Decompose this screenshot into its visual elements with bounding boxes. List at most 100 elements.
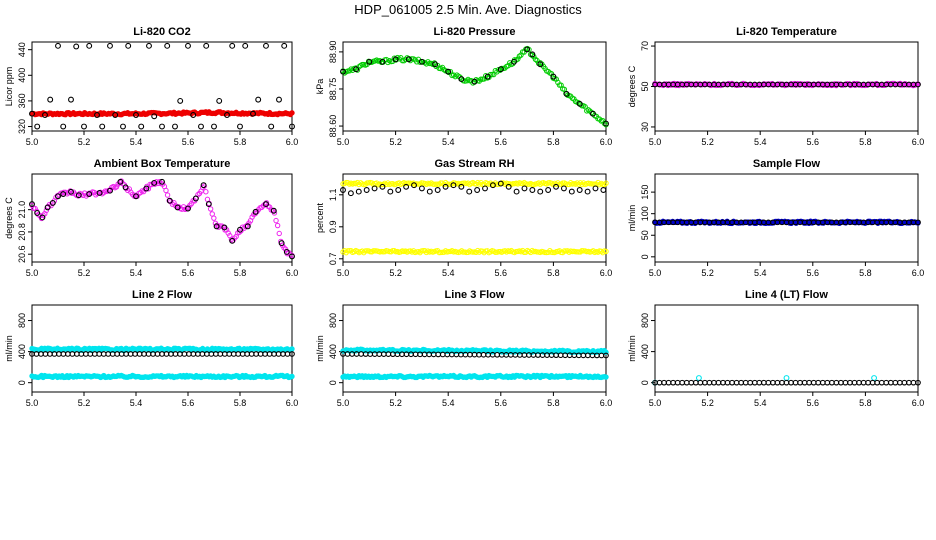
x-tick-label: 5.2 <box>78 137 91 147</box>
data-point <box>42 112 48 118</box>
data-point <box>783 375 790 381</box>
data-point <box>511 58 517 65</box>
data-point <box>579 181 585 188</box>
x-tick-label: 5.0 <box>649 398 662 408</box>
data-point <box>545 187 552 193</box>
data-point <box>289 346 295 352</box>
data-point <box>600 117 606 124</box>
data-point <box>878 379 885 386</box>
data-point <box>263 201 269 208</box>
data-point <box>216 97 223 104</box>
data-point <box>674 379 681 386</box>
data-point <box>44 204 51 211</box>
data-point <box>871 375 878 381</box>
data-point <box>819 379 826 386</box>
data-point <box>75 192 82 199</box>
y-tick-label: 320 <box>17 119 27 134</box>
y-tick-label: 400 <box>17 344 27 359</box>
x-tick-label: 5.0 <box>649 268 662 278</box>
data-point <box>797 379 803 386</box>
data-point <box>159 178 165 185</box>
series-layer <box>29 178 295 260</box>
data-point <box>142 186 148 192</box>
plot-frame <box>31 173 293 263</box>
chart-panel-1: Li-820 CO2 5.0 5.2 5.4 5.6 5.8 6.0 320 360 400 440… <box>4 26 298 147</box>
x-tick-label: 5.6 <box>807 137 820 147</box>
chart-title: Gas Stream RH <box>434 158 514 170</box>
x-tick-label: 6.0 <box>912 137 925 147</box>
data-point <box>706 379 713 386</box>
data-point <box>747 379 754 386</box>
y-tick-label: 1.1 <box>328 189 338 202</box>
data-point <box>738 379 745 386</box>
data-point <box>697 379 704 386</box>
data-point <box>213 223 220 230</box>
data-point <box>897 379 903 386</box>
data-point <box>692 379 699 386</box>
chart-panel-4: Ambient Box Temperature 5.0 5.2 5.4 5.6 5.8 6.… <box>4 158 298 278</box>
series-averages <box>340 180 607 197</box>
data-point <box>138 123 145 130</box>
data-point <box>273 217 279 224</box>
x-tick-label: 5.8 <box>234 398 247 408</box>
data-point <box>133 193 139 200</box>
data-point <box>576 249 582 255</box>
data-point <box>756 379 763 386</box>
x-tick-label: 5.4 <box>442 268 455 278</box>
data-point <box>603 120 609 127</box>
data-point <box>283 249 290 255</box>
x-tick-label: 5.2 <box>389 268 402 278</box>
data-point <box>56 351 62 357</box>
data-point <box>505 63 511 69</box>
data-point <box>371 185 378 192</box>
data-point <box>107 42 113 49</box>
data-point <box>229 42 236 49</box>
data-point <box>688 379 695 386</box>
data-point <box>513 188 520 195</box>
data-point <box>715 379 722 386</box>
plot-frame <box>342 41 607 132</box>
data-point <box>915 379 921 386</box>
data-point <box>458 183 465 190</box>
data-point <box>603 248 609 255</box>
data-point <box>874 379 881 386</box>
data-point <box>203 189 209 195</box>
data-point <box>458 76 465 83</box>
y-tick-label: 0 <box>17 380 27 385</box>
x-tick-label: 5.2 <box>78 268 91 278</box>
data-point <box>576 100 583 107</box>
data-point <box>577 180 584 186</box>
data-point <box>192 195 199 202</box>
data-point <box>387 188 394 195</box>
y-tick-label: 400 <box>640 344 650 359</box>
data-point <box>242 42 249 49</box>
data-point <box>603 352 609 359</box>
data-point <box>284 351 291 357</box>
data-point <box>177 97 184 104</box>
data-point <box>133 112 139 118</box>
data-point <box>68 188 74 195</box>
data-point <box>603 374 609 380</box>
x-tick-label: 5.2 <box>701 268 714 278</box>
data-point <box>172 123 178 130</box>
x-tick-label: 6.0 <box>286 268 299 278</box>
plot-frame <box>31 41 293 132</box>
x-tick-label: 5.0 <box>26 137 39 147</box>
x-tick-label: 6.0 <box>286 398 299 408</box>
data-point <box>164 192 171 198</box>
data-point <box>860 379 867 386</box>
data-point <box>163 187 169 194</box>
data-point <box>584 188 591 195</box>
chart-panel-6: Sample Flow 5.0 5.2 5.4 5.6 5.8 6.0 0 50 100 150ml… <box>627 158 924 278</box>
data-point <box>117 178 124 185</box>
data-point <box>289 123 295 130</box>
data-point <box>576 187 583 193</box>
data-point <box>91 351 98 357</box>
data-point <box>403 183 410 190</box>
data-point <box>529 187 536 193</box>
data-point <box>373 180 380 186</box>
y-tick-label: 88.60 <box>328 115 338 138</box>
x-tick-label: 5.8 <box>234 268 247 278</box>
y-tick-label: 0 <box>640 254 650 259</box>
y-tick-label: 21.0 <box>17 201 27 219</box>
